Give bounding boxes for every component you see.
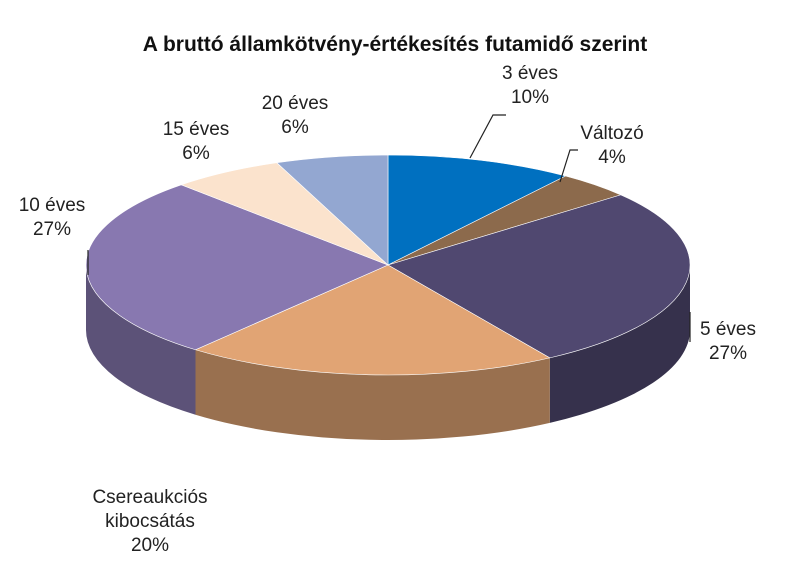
category-label: Csereaukciós kibocsátás <box>92 487 208 532</box>
pie-slice-side <box>195 349 550 441</box>
pie-slice-side <box>549 265 690 423</box>
slice-label: 20 éves 6% <box>230 92 360 140</box>
value-label: 10% <box>510 87 550 108</box>
pie-slice <box>194 264 551 376</box>
pie-slice <box>85 184 389 351</box>
value-label: 27% <box>708 343 748 364</box>
category-label: 10 éves <box>18 195 86 216</box>
leader-line <box>469 114 506 159</box>
category-label: Változó <box>580 123 644 144</box>
slice-label: Csereaukciós kibocsátás 20% <box>85 486 215 558</box>
slice-label: Változó 4% <box>547 122 677 170</box>
value-label: 20% <box>130 535 170 556</box>
slice-label: 5 éves 27% <box>663 318 793 366</box>
pie-slice <box>276 154 389 266</box>
value-label: 27% <box>32 219 72 240</box>
value-label: 4% <box>598 147 626 168</box>
value-label: 6% <box>182 143 210 164</box>
chart-title: A bruttó államkötvény-értékesítés futami… <box>142 33 648 56</box>
category-label: 15 éves <box>162 119 230 140</box>
slice-label: 3 éves 10% <box>465 62 595 110</box>
category-label: 5 éves <box>700 319 756 340</box>
value-label: 6% <box>281 117 309 138</box>
slice-label: 15 éves 6% <box>131 118 261 166</box>
leader-line <box>559 149 578 183</box>
pie-slice <box>387 194 691 359</box>
pie-slice-side <box>86 265 196 415</box>
category-label: 3 éves <box>502 63 558 84</box>
pie-slice <box>387 154 567 266</box>
category-label: 20 éves <box>261 93 329 114</box>
slice-label: 10 éves 27% <box>0 194 117 242</box>
